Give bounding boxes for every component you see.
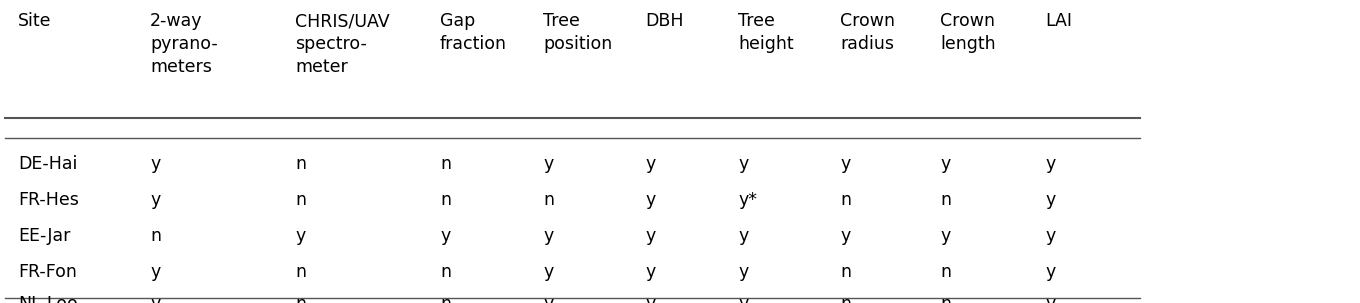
Text: n: n bbox=[940, 295, 951, 303]
Text: DE-Hai: DE-Hai bbox=[18, 155, 78, 173]
Text: n: n bbox=[441, 263, 452, 281]
Text: y: y bbox=[150, 263, 160, 281]
Text: y: y bbox=[150, 191, 160, 209]
Text: n: n bbox=[840, 263, 851, 281]
Text: Gap
fraction: Gap fraction bbox=[441, 12, 507, 53]
Text: y: y bbox=[645, 263, 656, 281]
Text: y: y bbox=[738, 263, 748, 281]
Text: n: n bbox=[295, 191, 306, 209]
Text: n: n bbox=[940, 263, 951, 281]
Text: y: y bbox=[1044, 263, 1055, 281]
Text: y: y bbox=[543, 295, 554, 303]
Text: NL-Loo: NL-Loo bbox=[18, 295, 78, 303]
Text: LAI: LAI bbox=[1044, 12, 1072, 30]
Text: y: y bbox=[1044, 227, 1055, 245]
Text: y: y bbox=[738, 155, 748, 173]
Text: y: y bbox=[441, 227, 450, 245]
Text: FR-Hes: FR-Hes bbox=[18, 191, 79, 209]
Text: y: y bbox=[645, 227, 656, 245]
Text: y: y bbox=[1044, 295, 1055, 303]
Text: y: y bbox=[840, 155, 850, 173]
Text: y: y bbox=[150, 155, 160, 173]
Text: 2-way
pyrano-
meters: 2-way pyrano- meters bbox=[150, 12, 218, 76]
Text: Tree
height: Tree height bbox=[738, 12, 794, 53]
Text: n: n bbox=[840, 295, 851, 303]
Text: n: n bbox=[441, 295, 452, 303]
Text: DBH: DBH bbox=[645, 12, 684, 30]
Text: n: n bbox=[295, 263, 306, 281]
Text: n: n bbox=[295, 295, 306, 303]
Text: n: n bbox=[543, 191, 554, 209]
Text: n: n bbox=[441, 155, 452, 173]
Text: Crown
radius: Crown radius bbox=[840, 12, 895, 53]
Text: y: y bbox=[295, 227, 305, 245]
Text: y: y bbox=[543, 227, 554, 245]
Text: FR-Fon: FR-Fon bbox=[18, 263, 78, 281]
Text: y: y bbox=[150, 295, 160, 303]
Text: n: n bbox=[441, 191, 452, 209]
Text: y: y bbox=[840, 227, 850, 245]
Text: y: y bbox=[738, 227, 748, 245]
Text: y: y bbox=[645, 155, 656, 173]
Text: y: y bbox=[645, 191, 656, 209]
Text: Site: Site bbox=[18, 12, 52, 30]
Text: Tree
position: Tree position bbox=[543, 12, 612, 53]
Text: n: n bbox=[150, 227, 160, 245]
Text: Crown
length: Crown length bbox=[940, 12, 996, 53]
Text: y: y bbox=[1044, 155, 1055, 173]
Text: y: y bbox=[543, 263, 554, 281]
Text: y: y bbox=[1044, 191, 1055, 209]
Text: n: n bbox=[840, 191, 851, 209]
Text: y*: y* bbox=[738, 191, 758, 209]
Text: y: y bbox=[940, 155, 951, 173]
Text: n: n bbox=[940, 191, 951, 209]
Text: CHRIS/UAV
spectro-
meter: CHRIS/UAV spectro- meter bbox=[295, 12, 389, 76]
Text: y: y bbox=[543, 155, 554, 173]
Text: y: y bbox=[645, 295, 656, 303]
Text: y: y bbox=[738, 295, 748, 303]
Text: EE-Jar: EE-Jar bbox=[18, 227, 71, 245]
Text: y: y bbox=[940, 227, 951, 245]
Text: n: n bbox=[295, 155, 306, 173]
